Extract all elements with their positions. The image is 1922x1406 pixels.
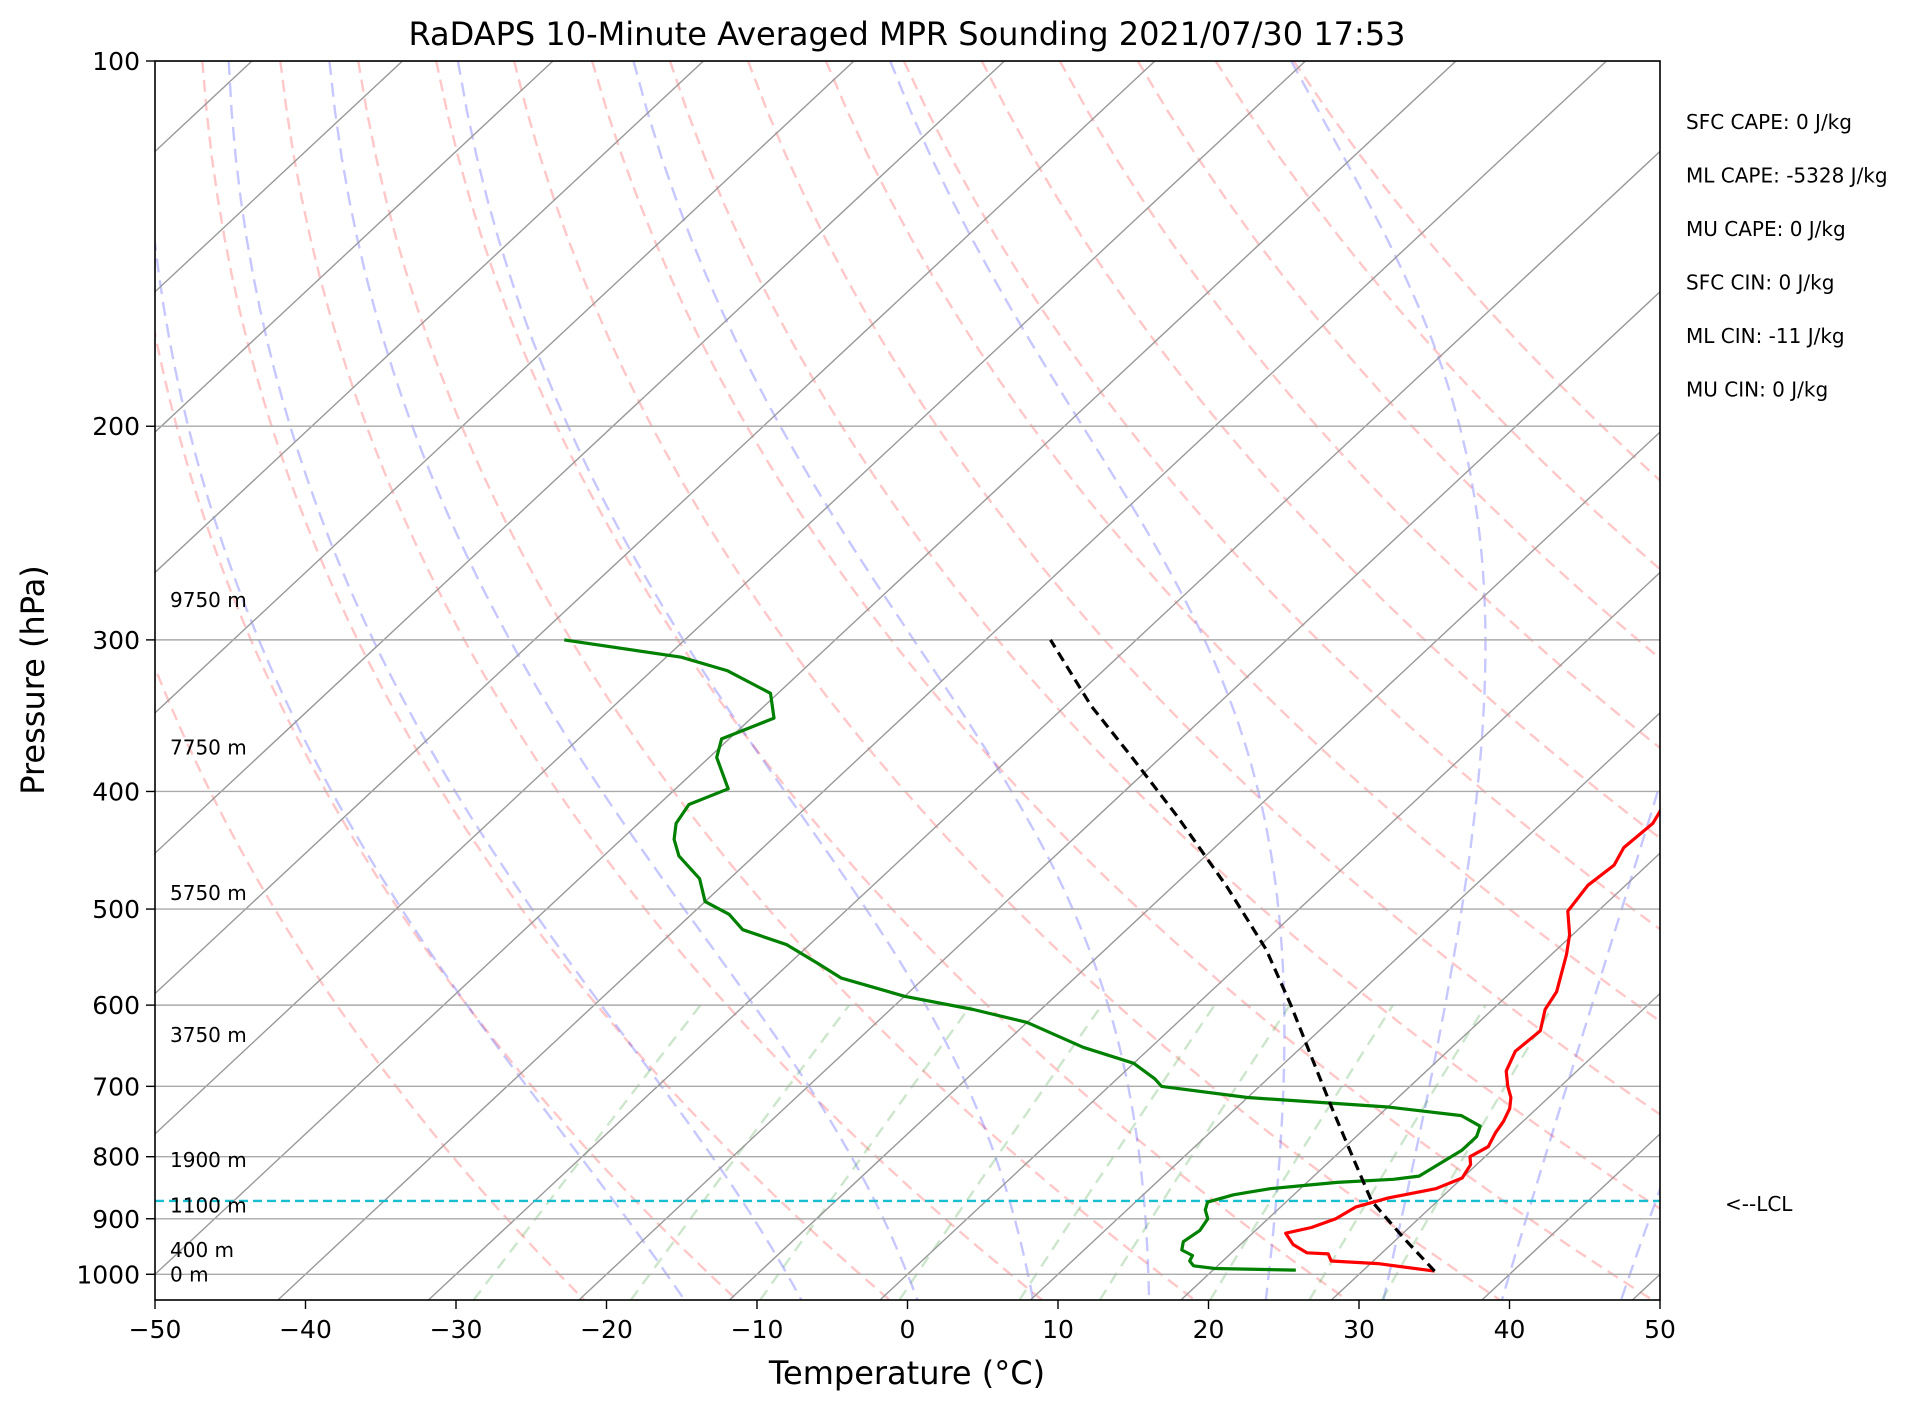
dry-adiabat	[668, 61, 1660, 1211]
lcl-label: <--LCL	[1725, 1192, 1793, 1216]
height-label: 400 m	[170, 1238, 234, 1262]
dry-adiabat	[279, 61, 1043, 1300]
x-tick-label: 40	[1494, 1315, 1526, 1344]
isotherm	[1481, 1132, 1660, 1300]
x-axis-label: Temperature (°C)	[768, 1354, 1045, 1392]
isotherm	[879, 571, 1660, 1300]
dry-adiabat	[902, 61, 1660, 931]
dry-adiabat	[1058, 61, 1660, 750]
y-axis: 100 200 300 400 500 600 700 800 900 1000	[76, 47, 155, 1289]
isotherm	[155, 61, 554, 434]
y-tick-label: 500	[92, 895, 140, 924]
y-tick-label: 100	[92, 47, 140, 76]
y-tick-label: 200	[92, 412, 140, 441]
mixing-ratio-line	[1018, 1004, 1216, 1300]
moist-adiabat	[1500, 779, 1660, 1300]
stability-index: SFC CAPE: 0 J/kg	[1686, 110, 1852, 134]
moist-adiabat	[1619, 1185, 1660, 1300]
dewpoint-line	[564, 638, 1482, 1272]
dry-adiabat	[1214, 61, 1660, 571]
x-tick-label: −50	[129, 1315, 182, 1344]
x-axis: −50 −40 −30 −20 −10 0 10 20 30 40 50	[129, 1300, 1676, 1344]
height-label: 1100 m	[170, 1194, 247, 1218]
height-label: 3750 m	[170, 1023, 247, 1047]
x-tick-label: 50	[1644, 1315, 1676, 1344]
x-tick-label: −30	[430, 1315, 483, 1344]
y-tick-label: 400	[92, 777, 140, 806]
y-tick-label: 300	[92, 626, 140, 655]
temperature-line	[1284, 808, 1660, 1273]
height-label: 0 m	[170, 1262, 209, 1286]
dry-adiabat	[155, 327, 738, 1300]
isotherm	[155, 61, 1005, 855]
isotherm	[427, 150, 1660, 1300]
y-tick-label: 800	[92, 1143, 140, 1172]
x-tick-label: 30	[1343, 1315, 1375, 1344]
y-tick-label: 900	[92, 1205, 140, 1234]
dry-adiabat	[746, 61, 1660, 1116]
mixing-ratio-lines	[472, 1004, 1555, 1300]
stability-indices: SFC CAPE: 0 J/kg ML CAPE: -5328 J/kg MU CA…	[1686, 110, 1888, 402]
mixing-ratio-line	[1380, 1004, 1555, 1300]
x-tick-label: 10	[1042, 1315, 1074, 1344]
plot-area	[155, 61, 1660, 1300]
dry-adiabat	[1136, 61, 1660, 660]
dry-adiabat	[201, 61, 891, 1300]
isobars	[155, 61, 1660, 1275]
mixing-ratio-line	[629, 1004, 851, 1300]
isotherm	[1330, 992, 1660, 1300]
isotherm	[1180, 852, 1660, 1300]
isotherm	[155, 61, 403, 293]
dry-adiabat	[357, 61, 1196, 1300]
chart-title: RaDAPS 10-Minute Averaged MPR Sounding 2…	[408, 15, 1405, 53]
dry-adiabat	[590, 61, 1654, 1300]
stability-index: ML CAPE: -5328 J/kg	[1686, 164, 1888, 188]
height-label: 5750 m	[170, 881, 247, 905]
x-tick-label: 20	[1193, 1315, 1225, 1344]
x-tick-label: −20	[580, 1315, 633, 1344]
isotherm	[277, 61, 1607, 1300]
stability-index: ML CIN: -11 J/kg	[1686, 324, 1845, 348]
height-labels: 9750 m 7750 m 5750 m 3750 m 1900 m 1100 m 400 …	[170, 588, 247, 1287]
isotherm	[155, 61, 855, 714]
isotherm	[1029, 711, 1660, 1300]
dry-adiabat	[435, 61, 1349, 1300]
mixing-ratio-line	[1209, 1004, 1395, 1300]
isotherms	[155, 61, 1660, 1300]
isotherm	[578, 290, 1660, 1300]
height-label: 1900 m	[170, 1148, 247, 1172]
isotherm	[155, 61, 1306, 1135]
y-tick-label: 700	[92, 1072, 140, 1101]
dry-adiabat	[824, 61, 1660, 1023]
isotherm	[155, 61, 704, 574]
y-tick-label: 1000	[76, 1260, 140, 1289]
parcel-line	[1049, 639, 1436, 1273]
stability-index: MU CAPE: 0 J/kg	[1686, 217, 1846, 241]
mixing-ratio-line	[898, 1004, 1103, 1300]
isotherm	[155, 61, 1457, 1276]
mixing-ratio-line	[759, 1004, 972, 1300]
isotherm	[1631, 1273, 1660, 1300]
y-tick-label: 600	[92, 991, 140, 1020]
dry-adiabat	[1292, 61, 1660, 482]
dry-adiabat	[512, 61, 1501, 1300]
height-label: 9750 m	[170, 588, 247, 612]
moist-adiabat	[155, 233, 686, 1300]
sounding-series	[564, 638, 1660, 1273]
moist-adiabat	[227, 61, 803, 1300]
height-label: 7750 m	[170, 736, 247, 760]
mixing-ratio-line	[472, 1004, 702, 1300]
mixing-ratio-line	[1098, 1004, 1291, 1300]
stability-index: MU CIN: 0 J/kg	[1686, 378, 1828, 402]
stability-index: SFC CIN: 0 J/kg	[1686, 271, 1834, 295]
y-axis-label: Pressure (hPa)	[14, 565, 52, 795]
isotherm	[728, 431, 1660, 1300]
x-tick-label: −10	[731, 1315, 784, 1344]
dry-adiabat	[155, 664, 586, 1300]
isotherm	[155, 61, 1156, 995]
x-tick-label: −40	[279, 1315, 332, 1344]
x-tick-label: 0	[900, 1315, 916, 1344]
